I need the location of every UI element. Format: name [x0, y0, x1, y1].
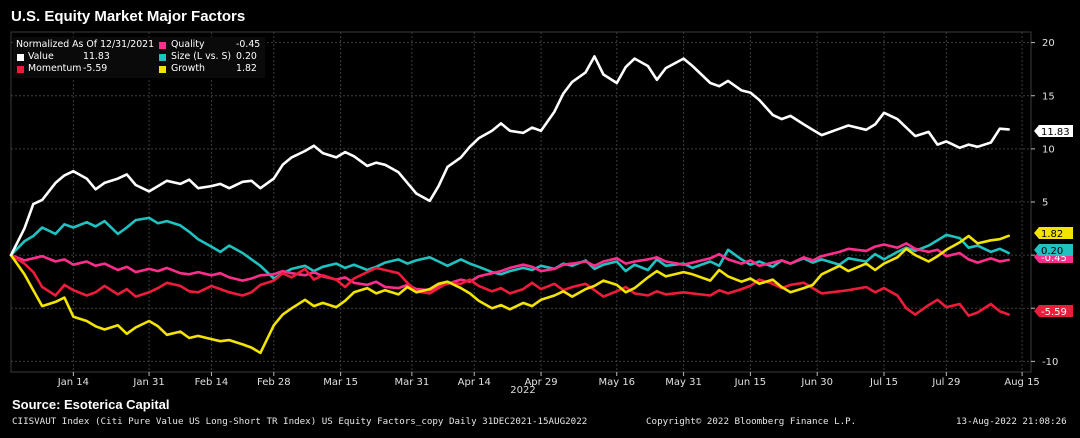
end-label-text: -5.59 — [1041, 307, 1067, 318]
x-axis-year-label: 2022 — [510, 385, 535, 395]
legend-value-size: 0.20 — [236, 51, 257, 62]
x-axis: Jan 14 Jan 31 Feb 14 Feb 28 Mar 15 Mar 31 Apr … — [57, 372, 1040, 388]
legend-value-quality: -0.45 — [236, 39, 261, 50]
x-tick-label: Feb 28 — [257, 377, 291, 388]
x-tick-label: Aug 15 — [1004, 377, 1039, 388]
x-tick-label: Apr 14 — [458, 377, 491, 388]
series-line-value — [9, 55, 1010, 257]
y-tick-label: -10 — [1042, 357, 1058, 368]
x-tick-label: May 16 — [598, 377, 635, 388]
x-tick-label: Jul 15 — [869, 377, 898, 388]
series-line-quality — [9, 242, 1010, 292]
x-tick-label: Apr 29 — [524, 377, 557, 388]
end-labels: 11.83 -5.59 -0.450.20 1.82 — [1034, 125, 1073, 318]
legend-swatch-momentum — [17, 66, 24, 73]
chart-title: U.S. Equity Market Major Factors — [11, 8, 246, 25]
legend-swatch-size — [159, 54, 166, 61]
end-label-growth: 1.82 — [1034, 227, 1073, 240]
end-label-bg — [1034, 227, 1073, 239]
index-description: CIISVAUT Index (Citi Pure Value US Long-… — [12, 416, 588, 427]
x-tick-label: Jul 29 — [931, 377, 960, 388]
x-tick-label: Jan 14 — [57, 377, 89, 388]
end-label-text: 0.20 — [1041, 246, 1063, 257]
y-tick-label: 15 — [1042, 91, 1055, 102]
end-label-momentum: -5.59 — [1034, 305, 1073, 318]
source-label: Source: Esoterica Capital — [12, 397, 170, 412]
legend-value-value: 11.83 — [83, 51, 110, 62]
end-label-bg — [1034, 125, 1073, 137]
x-tick-label: Feb 14 — [195, 377, 229, 388]
x-tick-label: May 31 — [665, 377, 702, 388]
legend-label-value: Value — [28, 51, 54, 62]
gridlines — [11, 32, 1031, 372]
legend-label-quality: Quality — [171, 39, 205, 50]
copyright: Copyright© 2022 Bloomberg Finance L.P. — [646, 416, 857, 427]
legend: Normalized As Of 12/31/2021 Value 11.83 … — [13, 37, 265, 78]
series-lines — [9, 55, 1010, 355]
series-line-growth — [9, 234, 1010, 355]
legend-value-momentum: -5.59 — [83, 63, 108, 74]
end-label-value: 11.83 — [1034, 125, 1073, 138]
legend-swatch-value — [17, 54, 24, 61]
legend-heading: Normalized As Of 12/31/2021 — [16, 39, 155, 50]
series-line-size-l-vs-s — [9, 216, 1010, 280]
y-tick-label: 20 — [1042, 38, 1055, 49]
timestamp: 13-Aug-2022 21:08:26 — [956, 416, 1067, 427]
end-label-bg — [1034, 305, 1073, 317]
end-label-bg — [1034, 244, 1073, 256]
y-tick-label: 5 — [1042, 198, 1048, 209]
end-label-size-l-vs-s: 0.20 — [1034, 244, 1073, 257]
y-axis: -10-505101520 — [1031, 38, 1058, 368]
legend-value-growth: 1.82 — [236, 63, 257, 74]
end-label-text: -0.45 — [1041, 253, 1067, 264]
x-tick-label: Jun 30 — [800, 377, 833, 388]
x-tick-label: Jun 15 — [734, 377, 767, 388]
legend-swatch-quality — [159, 42, 166, 49]
y-tick-label: 10 — [1042, 144, 1055, 155]
legend-label-size: Size (L vs. S) — [171, 51, 232, 62]
series-line-momentum — [9, 253, 1010, 317]
x-tick-label: Mar 15 — [323, 377, 358, 388]
x-tick-label: Jan 31 — [132, 377, 164, 388]
legend-label-growth: Growth — [171, 63, 205, 74]
legend-label-momentum: Momentum — [28, 63, 82, 74]
end-label-text: 1.82 — [1041, 229, 1063, 240]
legend-swatch-growth — [159, 66, 166, 73]
end-label-text: 11.83 — [1041, 127, 1070, 138]
x-tick-label: Mar 31 — [394, 377, 429, 388]
